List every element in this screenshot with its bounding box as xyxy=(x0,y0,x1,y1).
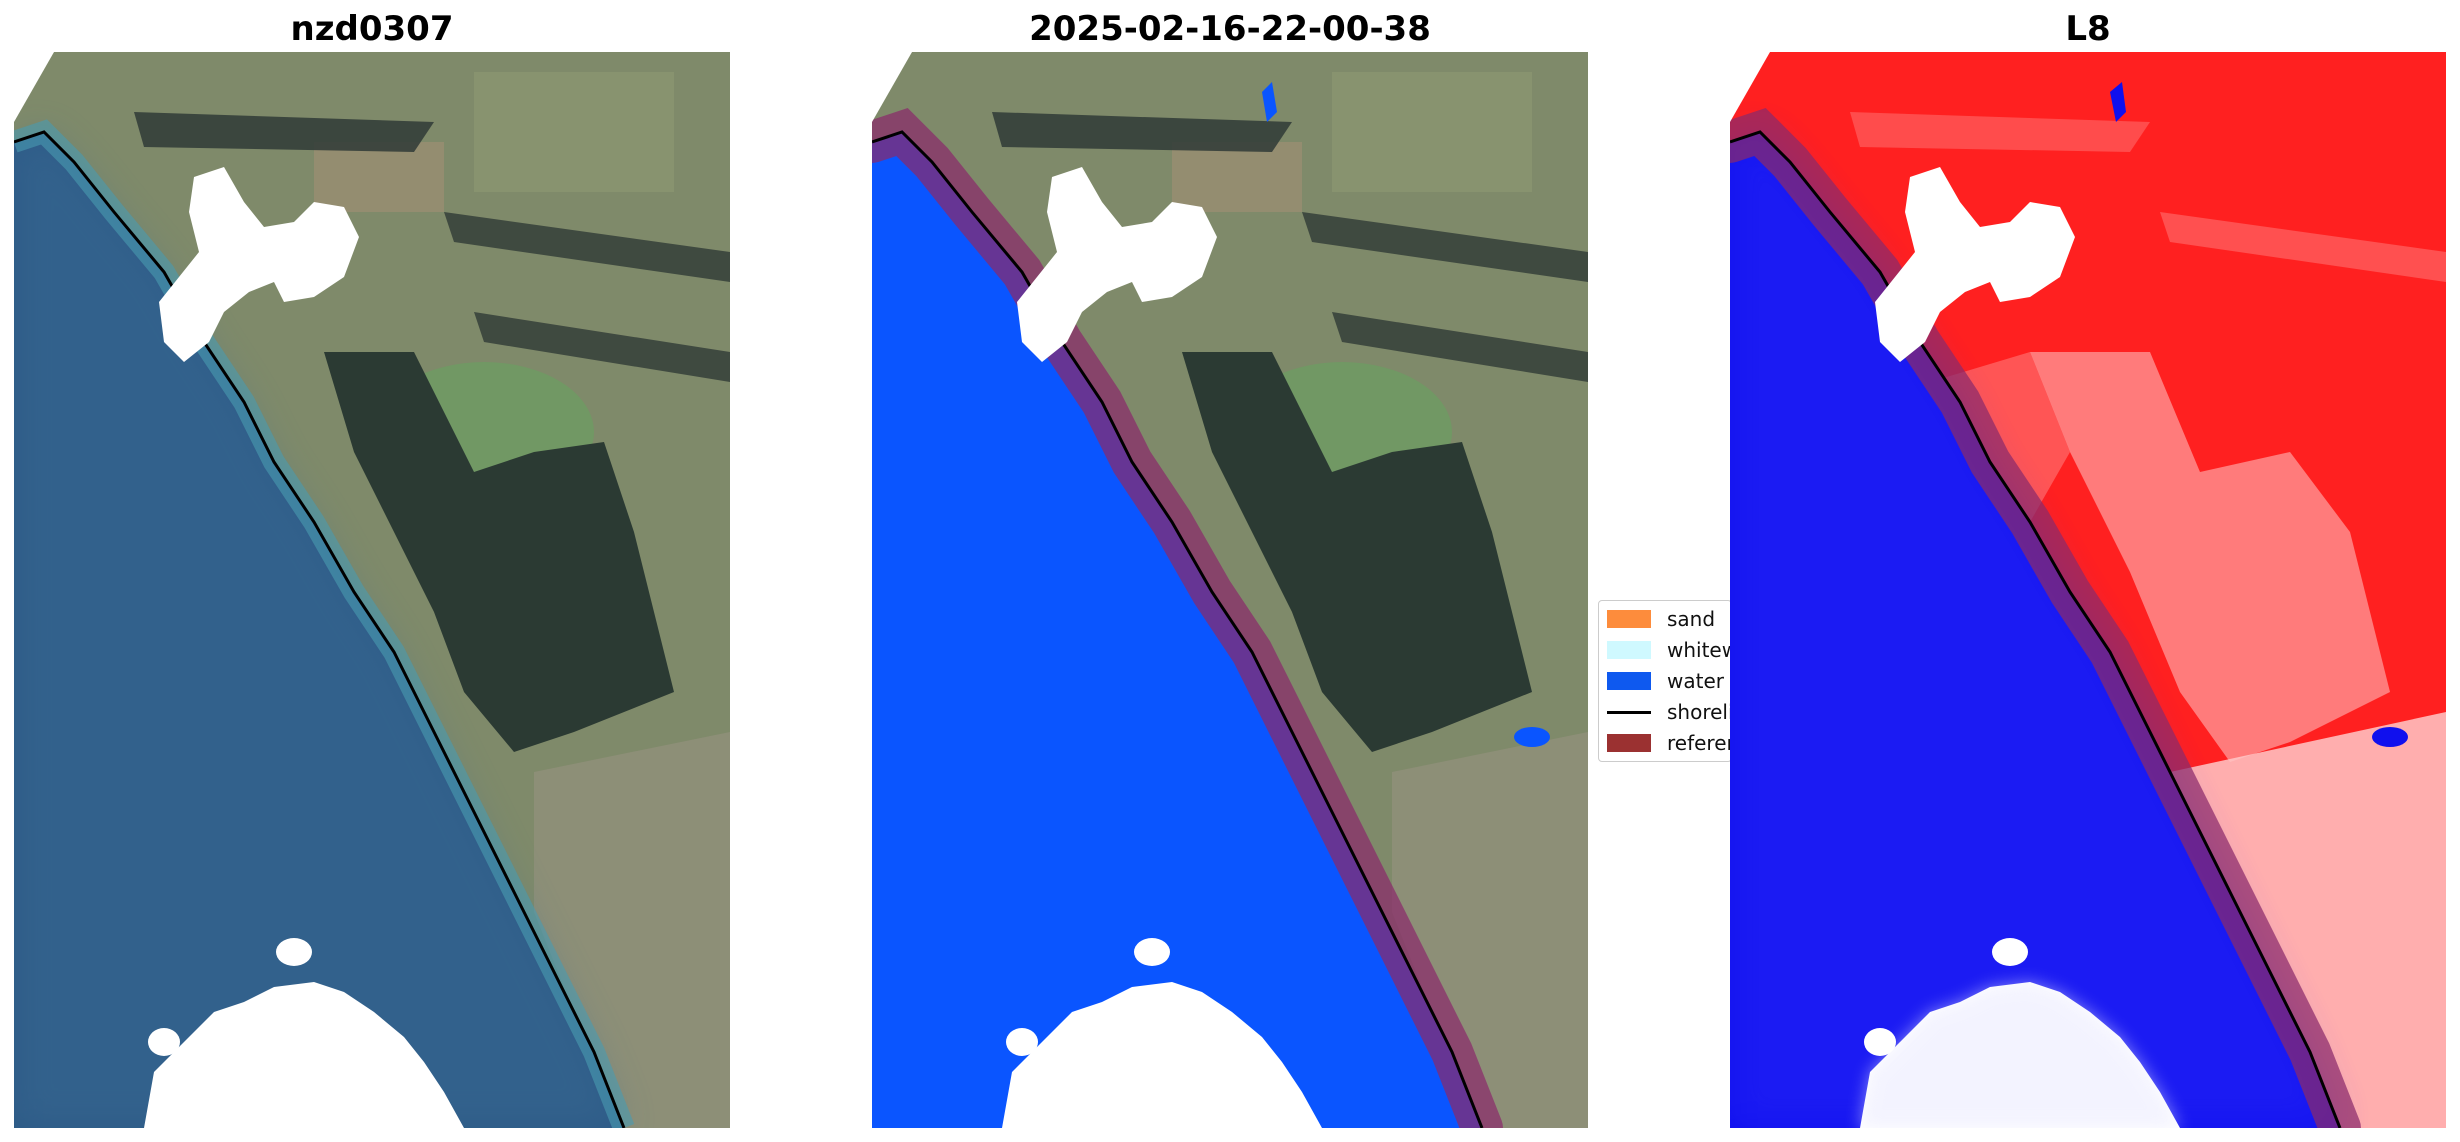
legend-label: sand xyxy=(1667,607,1716,631)
legend-item-water: water xyxy=(1607,669,1724,693)
panel-title-classified: 2025-02-16-22-00-38 xyxy=(1029,9,1431,49)
legend-label: shoreline xyxy=(1667,700,1731,724)
legend-swatch-water xyxy=(1607,672,1651,690)
classified-image xyxy=(872,52,1588,1128)
rgb-satellite-image xyxy=(14,52,730,1128)
legend-item-shoreline: shoreline xyxy=(1607,700,1731,724)
legend-line-shoreline xyxy=(1607,710,1651,714)
index-image xyxy=(1730,52,2446,1128)
panel-title-index: L8 xyxy=(2065,9,2111,49)
legend-label: reference xyxy=(1667,731,1731,755)
legend-item-sand: sand xyxy=(1607,607,1715,631)
legend-label: water xyxy=(1667,669,1724,693)
legend-swatch-whitewater xyxy=(1607,641,1651,659)
legend-item-reference: reference xyxy=(1607,731,1731,755)
panel-title-rgb: nzd0307 xyxy=(290,9,454,49)
legend-swatch-reference xyxy=(1607,734,1651,752)
legend-swatch-sand xyxy=(1607,610,1651,628)
